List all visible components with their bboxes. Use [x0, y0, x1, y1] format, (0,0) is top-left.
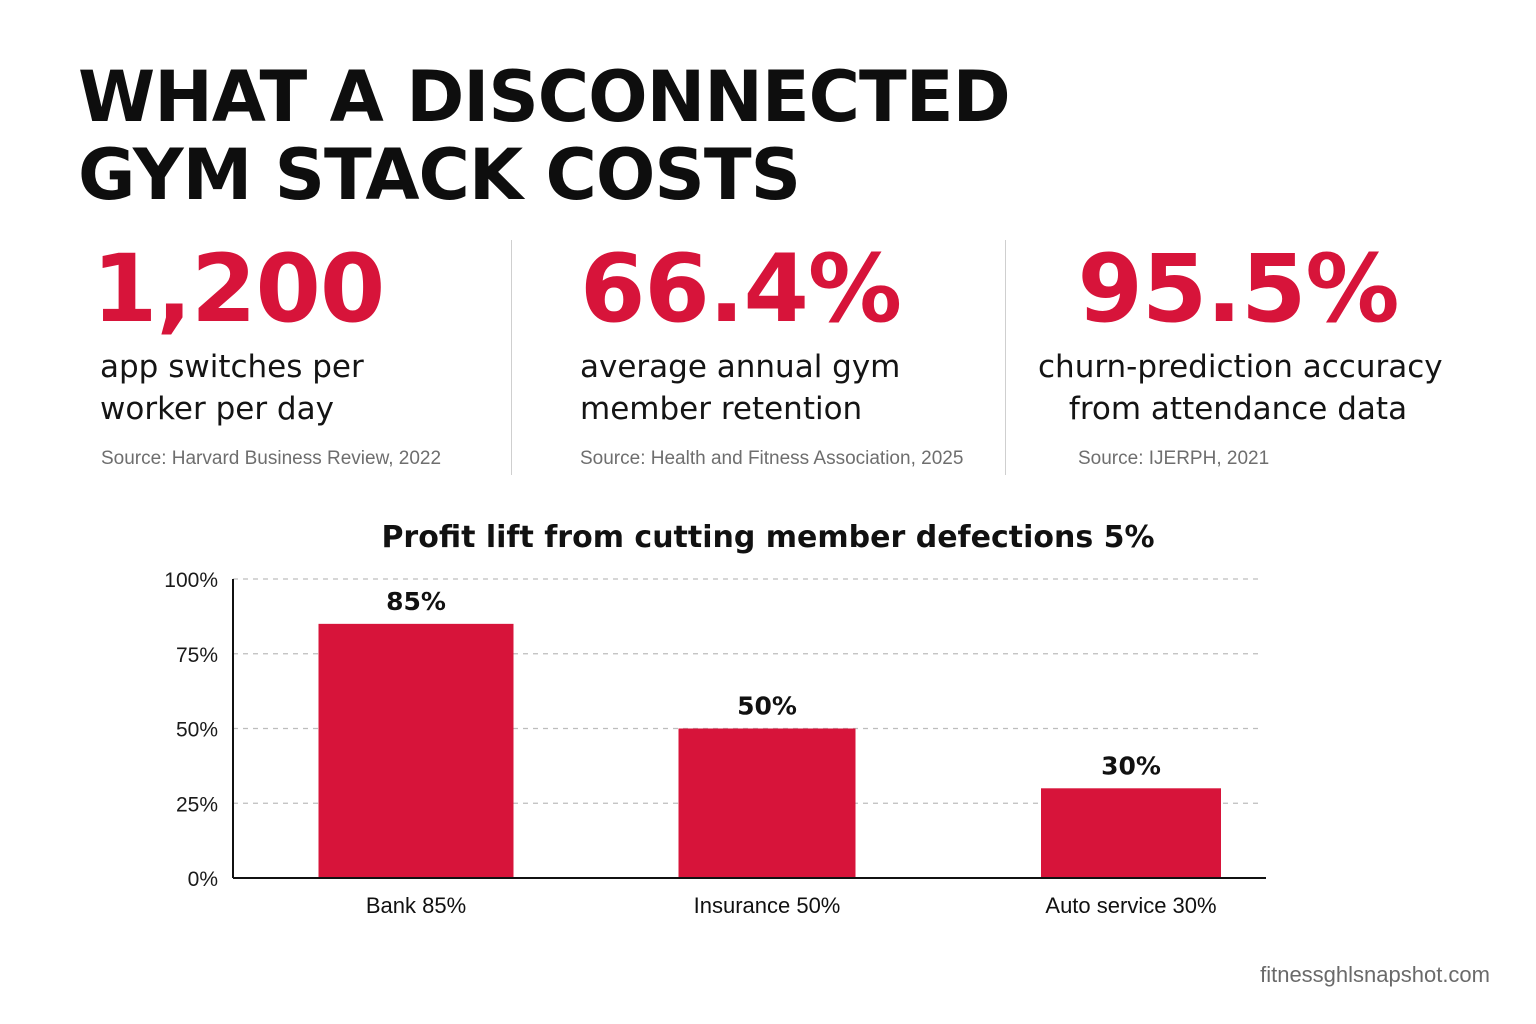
- stat-value: 1,200: [92, 235, 385, 344]
- y-tick-label: 50%: [176, 719, 218, 742]
- stat-description: average annual gym member retention: [580, 346, 901, 430]
- stat-divider: [1005, 240, 1006, 475]
- bar: [678, 728, 856, 878]
- stat-description-line-2: member retention: [580, 391, 863, 427]
- stat-source: Source: Harvard Business Review, 2022: [101, 448, 442, 469]
- title-line-2: GYM STACK COSTS: [78, 134, 801, 216]
- stat-description: churn-prediction accuracy from attendanc…: [1038, 346, 1443, 430]
- x-tick-label: Insurance 50%: [694, 893, 841, 918]
- chart-title: Profit lift from cutting member defectio…: [381, 520, 1155, 555]
- stat-description-line-2: worker per day: [100, 391, 334, 427]
- stat-app-switches: 1,200 app switches per worker per day So…: [92, 235, 441, 470]
- stat-description-line-1: app switches per: [100, 349, 364, 385]
- title-line-1: WHAT A DISCONNECTED: [78, 56, 1011, 138]
- stat-value: 66.4%: [580, 235, 902, 344]
- stat-divider: [511, 240, 512, 475]
- page-title: WHAT A DISCONNECTED GYM STACK COSTS: [78, 58, 1178, 214]
- footer-site: fitnessghlsnapshot.com: [1260, 962, 1490, 987]
- y-tick-label: 25%: [176, 793, 218, 816]
- stat-value: 95.5%: [1077, 235, 1399, 344]
- data-label: 30%: [1101, 751, 1161, 780]
- data-label: 50%: [737, 692, 797, 721]
- stat-retention: 66.4% average annual gym member retentio…: [580, 235, 963, 470]
- y-tick-label: 0%: [188, 868, 218, 891]
- bar: [1041, 788, 1221, 878]
- stat-churn-accuracy: 95.5% churn-prediction accuracy from att…: [1038, 235, 1458, 470]
- y-tick-label: 100%: [164, 569, 218, 592]
- stat-description-line-2: from attendance data: [1068, 391, 1408, 427]
- stat-source: Source: Health and Fitness Association, …: [580, 448, 964, 469]
- stat-description-line-1: average annual gym: [580, 349, 901, 385]
- x-tick-label: Bank 85%: [366, 893, 466, 918]
- bar: [318, 623, 514, 878]
- stat-description: app switches per worker per day: [100, 346, 384, 430]
- stat-description-line-1: churn-prediction accuracy: [1038, 349, 1443, 385]
- x-tick-label: Auto service 30%: [1045, 893, 1216, 918]
- data-label: 85%: [386, 587, 446, 616]
- stat-source: Source: IJERPH, 2021: [1078, 448, 1270, 469]
- y-tick-label: 75%: [176, 644, 218, 667]
